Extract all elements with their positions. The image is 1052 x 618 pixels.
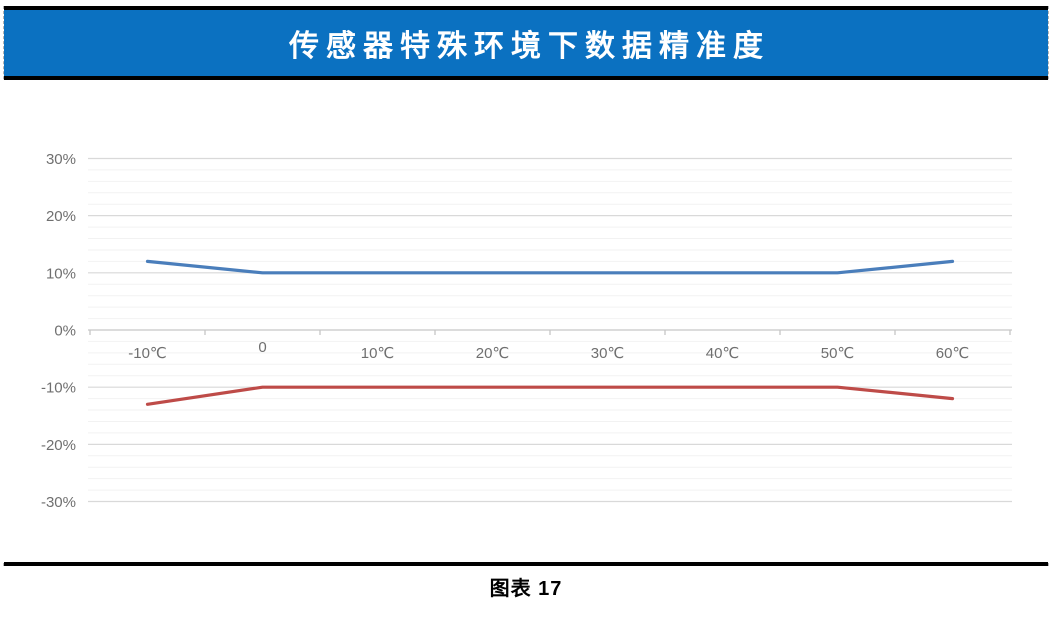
y-tick-label: 10% (46, 265, 76, 282)
y-tick-label: -20% (41, 437, 76, 454)
x-tick-label: -10℃ (128, 345, 167, 362)
series-line-lower-accuracy (145, 385, 955, 406)
x-tick-label: 60℃ (936, 345, 970, 362)
x-tick-label: 10℃ (361, 345, 395, 362)
x-tick-label: 0 (258, 339, 266, 356)
y-tick-label: 20% (46, 208, 76, 225)
y-tick-label: -30% (41, 494, 76, 511)
chart-title-bar: 传感器特殊环境下数据精准度 (4, 10, 1048, 76)
x-tick-label: 30℃ (591, 345, 625, 362)
x-tick-label: 40℃ (706, 345, 740, 362)
x-tick-label: 20℃ (476, 345, 510, 362)
bottom-border-line (4, 562, 1048, 566)
line-chart: 30% 20% 10% 0% -10% -20% -30% -10℃ 0 10℃ 20℃ 30℃ 40℃… (41, 151, 1012, 511)
series-line-upper-accuracy (145, 259, 955, 275)
top-border-line (4, 6, 1048, 10)
y-tick-label: 30% (46, 151, 76, 168)
chart-title: 传感器特殊环境下数据精准度 (289, 30, 770, 63)
y-tick-label: -10% (41, 380, 76, 397)
x-tick-label: 50℃ (821, 345, 855, 362)
y-tick-label: 0% (54, 323, 76, 340)
title-underline (4, 76, 1048, 80)
plot-region: 30% 20% 10% 0% -10% -20% -30% -10℃ 0 10℃ 20℃ 30℃ 40℃… (0, 80, 1052, 562)
figure-caption: 图表 17 (489, 578, 563, 600)
